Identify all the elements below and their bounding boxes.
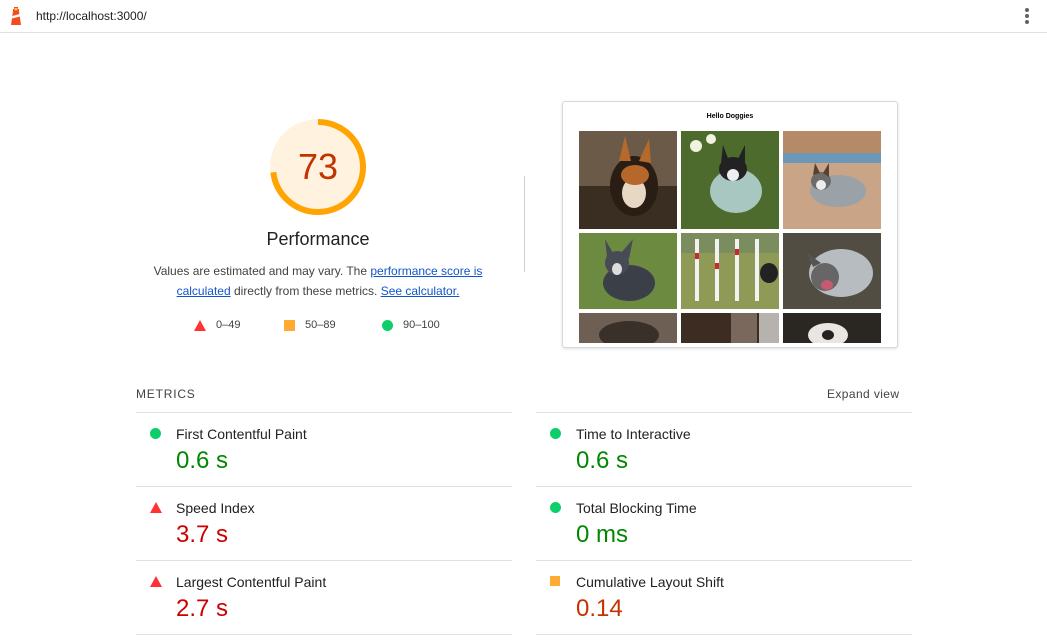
divider [536,486,912,487]
lighthouse-icon [11,7,21,25]
metric-value: 2.7 s [176,595,229,622]
divider [136,560,512,561]
metric-total-blocking-time: Total Blocking Time 0 ms [536,487,912,561]
dog-photo [579,131,677,229]
legend-label: 90–100 [403,319,440,331]
metric-name: First Contentful Paint [176,426,307,442]
legend-item-fail: 0–49 [194,319,240,331]
top-bar: http://localhost:3000/ [0,0,1047,33]
metric-name: Speed Index [176,500,255,516]
divider [136,634,512,635]
divider [136,486,512,487]
triangle-icon [150,576,162,587]
score-description: Values are estimated and may vary. The p… [140,261,496,301]
calculator-link[interactable]: See calculator. [380,284,460,298]
triangle-icon [150,502,162,513]
metric-name: Time to Interactive [576,426,691,442]
metric-name: Cumulative Layout Shift [576,574,724,590]
description-text-2: directly from these metrics. [230,284,381,298]
dog-photo [579,313,677,343]
metric-value: 0.6 s [576,447,629,474]
metric-first-contentful-paint: First Contentful Paint 0.6 s [136,413,512,487]
more-menu-icon[interactable] [1019,7,1035,25]
score-value: 73 [297,146,339,187]
score-calculation-link[interactable]: performance score is calculated [176,264,483,298]
divider [536,634,912,635]
legend-label: 50–89 [305,319,336,331]
metric-value: 3.7 s [176,521,229,548]
legend-label: 0–49 [216,319,241,331]
divider [536,412,912,413]
metric-value: 0.14 [576,595,623,622]
metric-value: 0 ms [576,521,629,548]
divider [536,560,912,561]
dog-photo [681,313,779,343]
metric-largest-contentful-paint: Largest Contentful Paint 2.7 s [136,561,512,635]
circle-icon [550,502,561,513]
screenshot-title: Hello Doggies [706,113,754,120]
circle-icon [150,428,161,439]
metric-value: 0.6 s [176,447,229,474]
divider [136,412,512,413]
page-screenshot[interactable]: Hello Doggies [562,101,898,348]
metric-time-to-interactive: Time to Interactive 0.6 s [536,413,912,487]
dog-photo [681,131,779,229]
dog-photo [783,313,881,343]
metric-name: Total Blocking Time [576,500,697,516]
circle-icon [382,319,393,331]
legend-item-average: 50–89 [284,319,336,331]
square-icon [550,576,560,586]
score-gauge: 73 [268,117,368,217]
vertical-divider [524,176,525,272]
dog-photo [681,233,779,309]
expand-view-toggle[interactable]: Expand view [827,387,900,401]
legend-item-pass: 90–100 [382,319,440,331]
dog-photo [783,233,881,309]
metrics-header: METRICS [136,387,196,401]
metric-speed-index: Speed Index 3.7 s [136,487,512,561]
metric-name: Largest Contentful Paint [176,574,327,590]
score-title: Performance [266,229,370,249]
triangle-icon [194,319,206,331]
description-text-1: Values are estimated and may vary. The [153,264,371,278]
url-text: http://localhost:3000/ [36,9,147,23]
gauge-ring [270,119,366,215]
square-icon [284,319,295,331]
circle-icon [550,428,561,439]
metric-cumulative-layout-shift: Cumulative Layout Shift 0.14 [536,561,912,635]
dog-photo [579,233,677,309]
dog-photo [783,131,881,229]
